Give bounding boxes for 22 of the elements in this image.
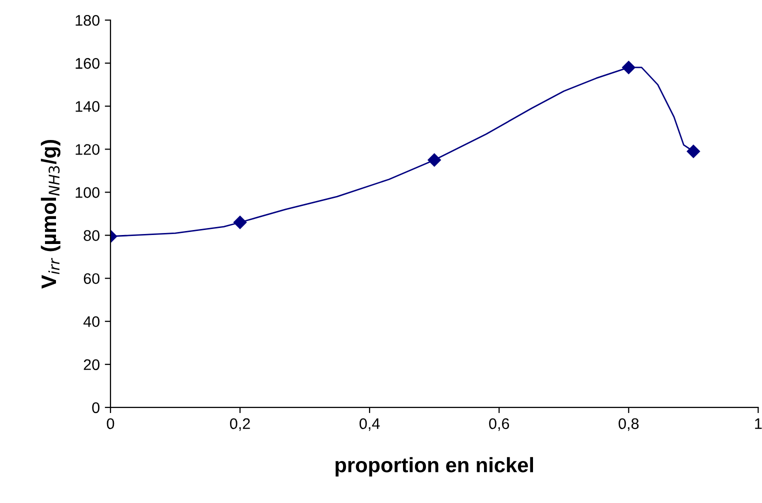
y-tick-label: 40 xyxy=(83,316,100,328)
y-tick-label: 140 xyxy=(76,101,100,112)
y-tick-label: 80 xyxy=(84,230,100,241)
x-axis-title: proportion en nickel xyxy=(336,457,533,477)
point xyxy=(233,216,247,229)
y-tick-label: 120 xyxy=(76,144,100,155)
y-axis-title: V$_{irr}$ (µmol$_{NH3}$/g) xyxy=(40,140,60,289)
x-tick-label: 0,2 xyxy=(230,418,250,431)
x-tick-label: 1 xyxy=(755,418,762,429)
y-tick-label: 0 xyxy=(92,402,100,414)
point xyxy=(686,144,700,158)
point xyxy=(622,60,636,74)
x-tick-label: 0,8 xyxy=(618,418,639,431)
y-tick-label: 60 xyxy=(84,273,100,284)
point xyxy=(428,153,441,167)
y-tick-label: 100 xyxy=(76,187,100,198)
x-tick-label: 0,6 xyxy=(489,418,510,431)
x-tick-label: 0 xyxy=(106,418,114,430)
y-tick-label: 160 xyxy=(76,58,100,69)
y-tick-label: 180 xyxy=(76,14,100,26)
x-tick-label: 0,4 xyxy=(360,418,380,431)
y-tick-label: 20 xyxy=(84,359,100,370)
